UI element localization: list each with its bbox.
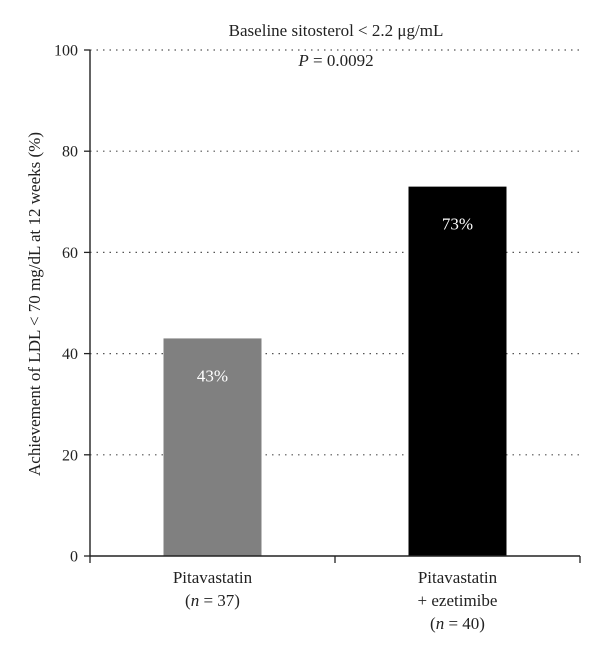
p-value-italic: P [297, 51, 308, 70]
y-tick-label-20: 20 [62, 447, 78, 464]
bar-data-label-1: 43% [197, 366, 228, 385]
labels: 0 20 40 60 80 100 43% Pitavastatin (n = 37) 73% Pi… [54, 43, 498, 634]
y-tick-label-80: 80 [62, 144, 78, 161]
category-label-2-line-1: Pitavastatin [418, 568, 498, 587]
chart-title: Baseline sitosterol < 2.2 μg/mL [229, 21, 444, 40]
p-value-annotation: P = 0.0092 [297, 51, 373, 70]
y-tick-label-60: 60 [62, 245, 78, 262]
category-label-2-line-3: (n = 40) [430, 614, 485, 633]
category-label-1-line-2: (n = 37) [185, 591, 240, 610]
category-label-2-line-2: + ezetimibe [418, 591, 498, 610]
p-value-rest: = 0.0092 [309, 51, 374, 70]
y-tick-label-0: 0 [70, 549, 78, 566]
y-tick-label-100: 100 [54, 43, 78, 60]
bars [163, 186, 507, 556]
bar-2 [408, 186, 507, 556]
y-axis-title: Achievement of LDL < 70 mg/dL at 12 week… [25, 132, 44, 476]
bar-1 [163, 338, 262, 556]
y-tick-label-40: 40 [62, 346, 78, 363]
axes [84, 49, 581, 563]
category-label-1-line-1: Pitavastatin [173, 568, 253, 587]
bar-data-label-2: 73% [442, 215, 473, 234]
